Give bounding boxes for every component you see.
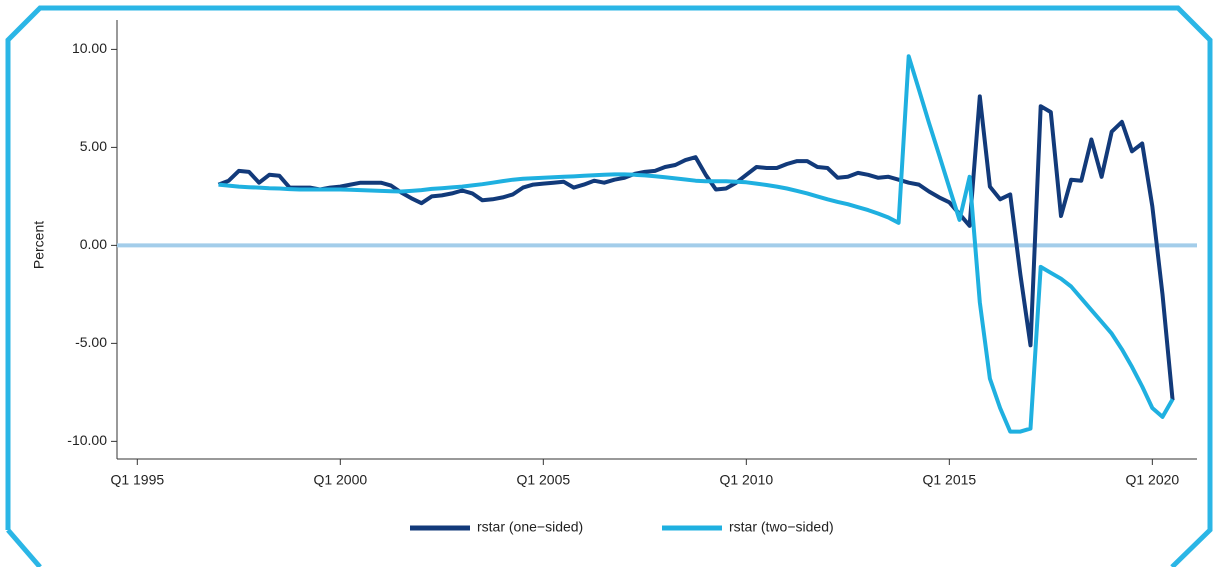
- x-tick-label: Q1 2010: [719, 472, 773, 488]
- y-tick-label: 5.00: [80, 138, 107, 154]
- y-tick-label: -5.00: [75, 334, 107, 350]
- y-tick-label: 0.00: [80, 236, 107, 252]
- x-tick-label: Q1 2020: [1125, 472, 1179, 488]
- series-line: [218, 54, 1175, 434]
- y-tick-label: -10.00: [67, 432, 107, 448]
- legend-label: rstar (one−sided): [477, 519, 583, 535]
- legend-label: rstar (two−sided): [729, 519, 834, 535]
- y-axis-label: Percent: [31, 221, 47, 269]
- x-tick-label: Q1 2015: [922, 472, 976, 488]
- series-line: [217, 94, 1175, 401]
- x-tick-label: Q1 2000: [313, 472, 367, 488]
- x-tick-label: Q1 2005: [516, 472, 570, 488]
- frame: [5, 5, 1213, 567]
- frame: [6, 528, 42, 567]
- y-tick-label: 10.00: [72, 40, 107, 56]
- x-tick-label: Q1 1995: [110, 472, 164, 488]
